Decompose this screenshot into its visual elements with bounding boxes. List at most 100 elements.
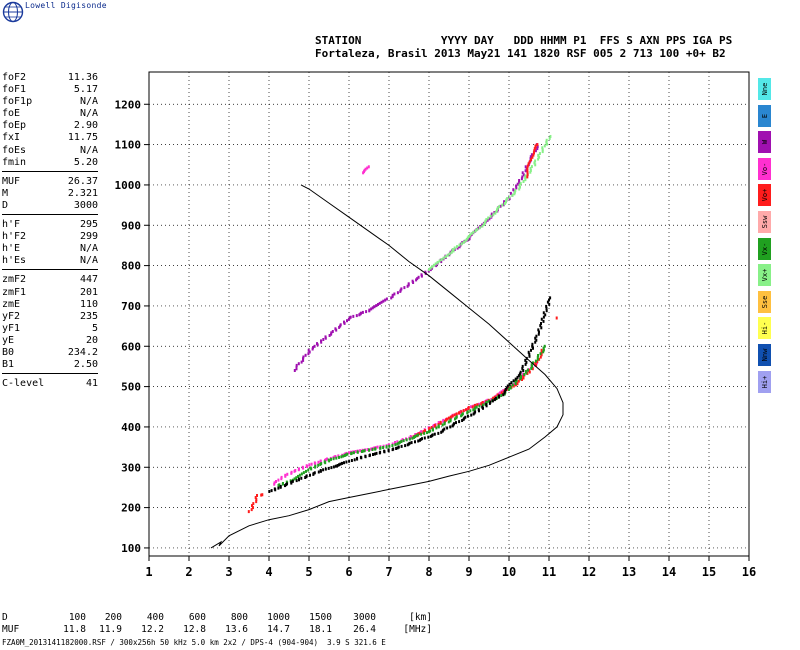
echo-point: [406, 443, 409, 447]
echo-point: [530, 153, 533, 157]
echo-point: [469, 409, 472, 413]
header-line-2: Fortaleza, Brasil 2013 May21 141 1820 RS…: [315, 47, 726, 60]
param-row-foep: foEp 2.90: [2, 120, 98, 132]
echo-point: [302, 357, 304, 361]
echo-point: [474, 403, 476, 407]
legend-swatch-hi-: Hi+: [758, 370, 771, 393]
echo-point: [420, 273, 423, 277]
x-tick-label: 15: [702, 565, 716, 579]
echo-point: [403, 286, 406, 290]
echo-point: [300, 360, 303, 364]
echo-point: [514, 189, 517, 193]
param-label: zmE: [2, 298, 21, 310]
echo-point: [462, 409, 465, 413]
echo-point: [538, 330, 540, 334]
echo-point: [340, 455, 343, 459]
echo-point: [304, 353, 307, 357]
echo-point: [499, 204, 502, 208]
echo-point: [428, 268, 430, 272]
echo-point: [524, 169, 527, 173]
echo-point: [490, 212, 493, 216]
echo-point: [332, 457, 335, 461]
echo-point: [531, 344, 534, 348]
param-value: 5: [91, 322, 98, 334]
echo-point: [460, 410, 463, 414]
echo-point: [539, 355, 542, 359]
echo-point: [540, 322, 542, 325]
echo-point: [512, 379, 515, 383]
echo-point: [331, 330, 334, 333]
echo-point: [355, 314, 358, 318]
param-label: h'F2: [2, 231, 27, 243]
echo-point: [534, 144, 537, 148]
echo-point: [541, 150, 544, 154]
echo-point: [517, 379, 520, 383]
echo-point: [394, 441, 396, 444]
echo-point: [494, 396, 497, 400]
echo-point: [451, 248, 454, 251]
param-value: 5.20: [73, 156, 98, 168]
x-tick-label: 5: [305, 565, 312, 579]
echo-point: [512, 384, 515, 388]
echo-point: [443, 427, 446, 431]
echo-point: [542, 346, 545, 350]
legend-label: Vx+: [760, 268, 769, 282]
param-value: N/A: [79, 243, 98, 255]
param-label: D: [2, 199, 9, 211]
y-tick-label: 600: [121, 340, 141, 353]
echo-point: [450, 250, 453, 254]
echo-point: [408, 437, 411, 441]
echo-point: [410, 441, 413, 445]
echo-point: [398, 440, 401, 444]
x-tick-label: 16: [742, 565, 756, 579]
echo-point: [343, 461, 345, 465]
echo-point: [501, 203, 504, 207]
echo-point: [247, 510, 250, 514]
param-label: fmin: [2, 156, 27, 168]
param-row-h-e: h'E N/A: [2, 243, 98, 255]
param-label: foF1: [2, 84, 27, 96]
echo-point: [334, 455, 337, 458]
echo-point: [485, 400, 488, 404]
echo-point: [429, 429, 432, 433]
echo-point: [535, 334, 538, 338]
echo-point: [293, 369, 296, 372]
echo-point: [275, 480, 277, 483]
echo-point: [322, 338, 325, 341]
echo-point: [440, 430, 443, 434]
echo-point: [367, 165, 370, 169]
echo-point: [472, 408, 475, 412]
echo-point: [528, 352, 531, 356]
legend-swatch-vo-: Vo-: [758, 157, 771, 180]
echo-point: [420, 430, 423, 434]
echo-point: [375, 451, 378, 455]
echo-point: [431, 427, 434, 431]
echo-point: [277, 486, 280, 490]
echo-point: [368, 448, 370, 452]
echo-point: [295, 476, 298, 480]
echo-point: [540, 317, 543, 321]
echo-point: [432, 424, 435, 428]
echo-point: [496, 393, 499, 397]
echo-point: [417, 433, 420, 437]
echo-point: [456, 245, 458, 249]
echo-point: [446, 253, 449, 257]
echo-point: [312, 472, 315, 476]
echo-point: [503, 202, 506, 205]
param-value: 2.50: [73, 359, 98, 371]
echo-point: [437, 421, 440, 424]
echo-point: [382, 299, 385, 303]
y-tick-label: 1100: [115, 139, 142, 152]
param-label: foEp: [2, 120, 27, 132]
echo-point: [407, 282, 410, 286]
param-value: 5.17: [73, 84, 98, 96]
echo-point: [431, 265, 434, 269]
echo-point: [429, 434, 432, 438]
echo-point: [453, 413, 456, 417]
echo-point: [349, 315, 352, 319]
echo-point: [540, 351, 543, 355]
legend-swatch-vx-: Vx-: [758, 237, 771, 260]
legend-label: Sse: [760, 295, 769, 309]
echo-point: [461, 419, 464, 422]
echo-point: [360, 450, 363, 453]
